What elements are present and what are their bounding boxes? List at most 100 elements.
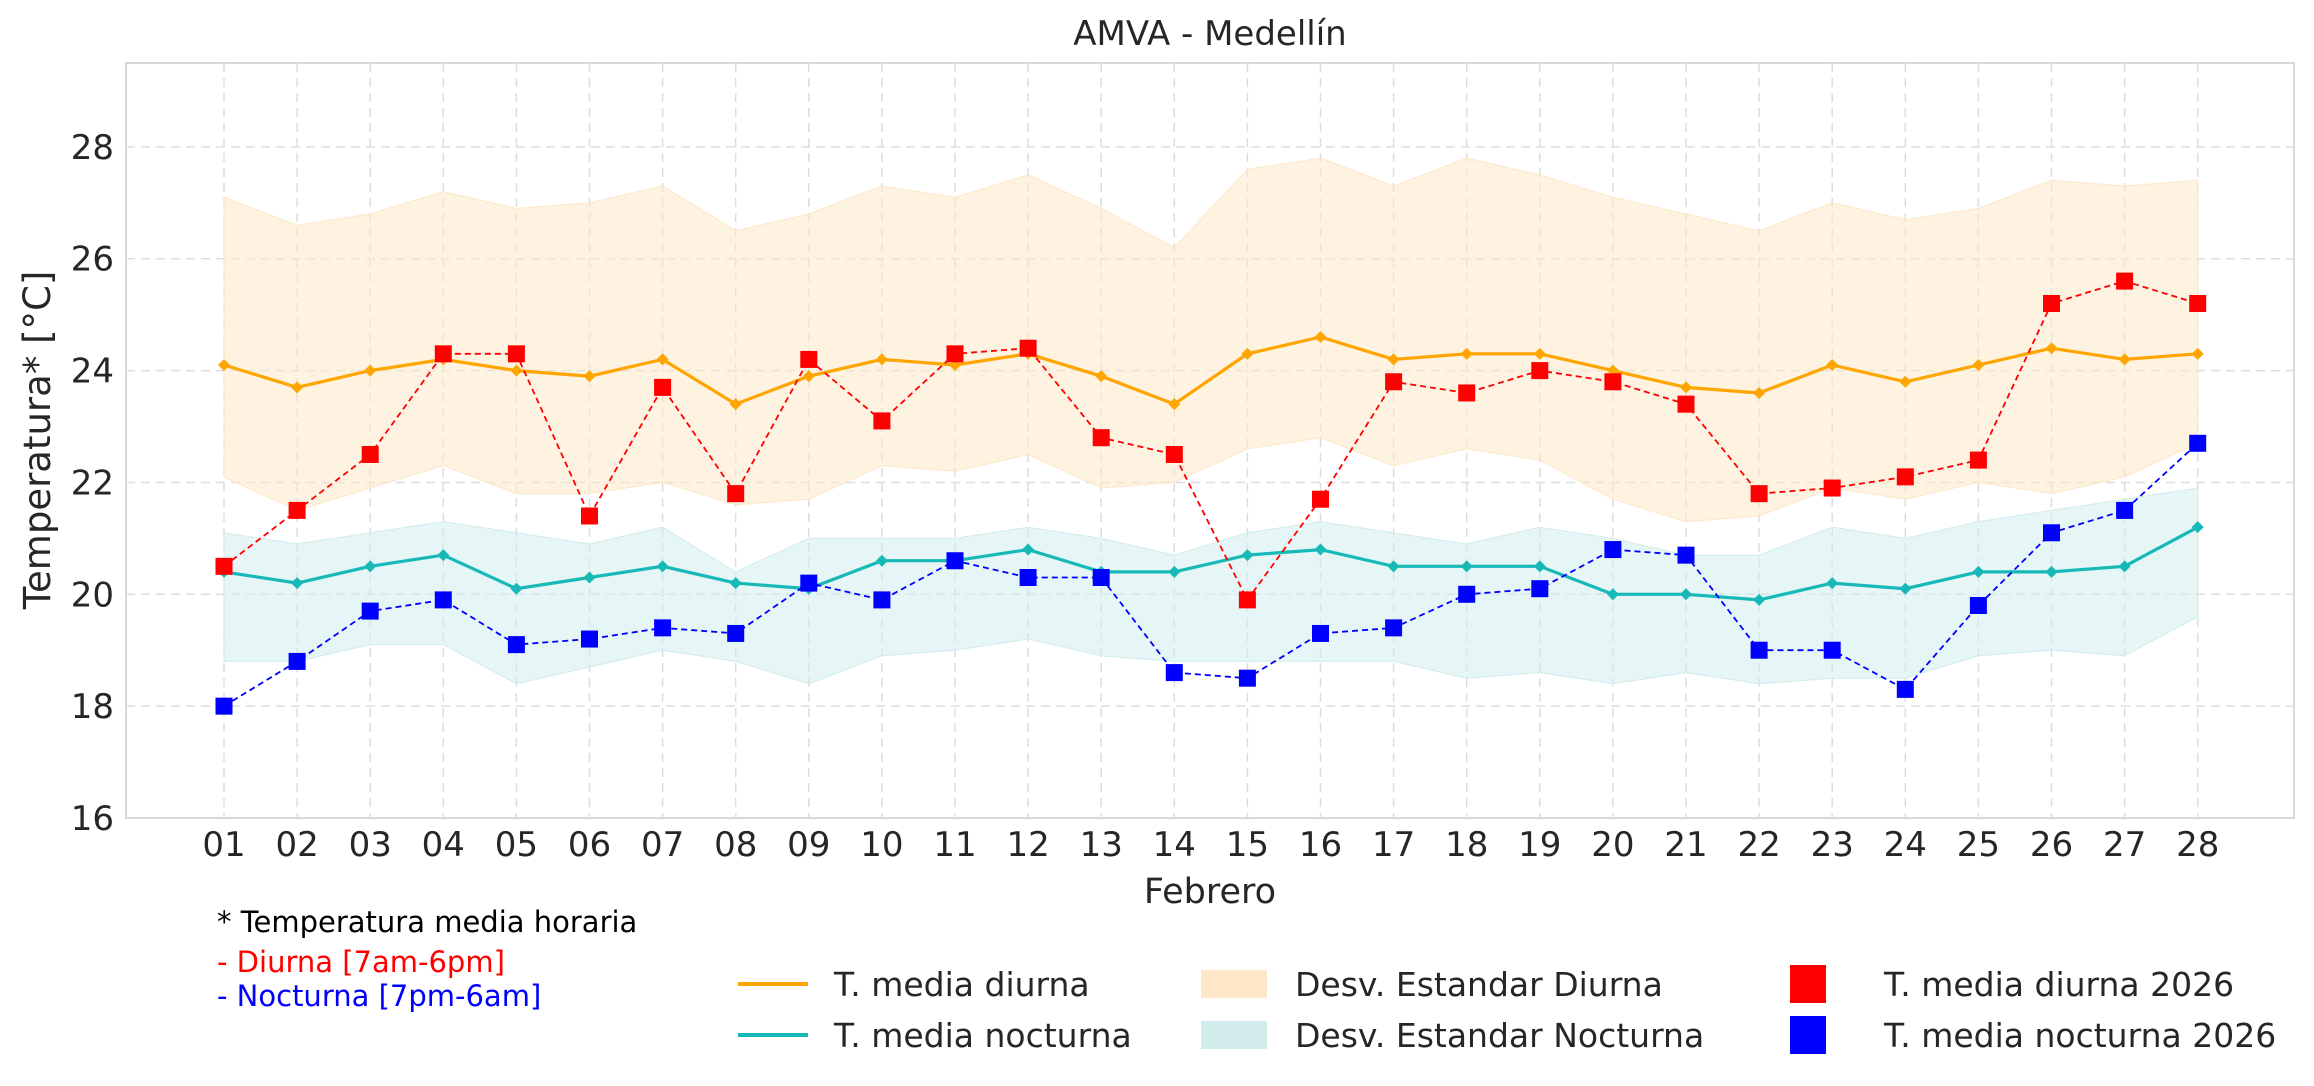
x-tick-label: 13	[1080, 825, 1123, 865]
point-t-media-nocturna-2026	[1165, 664, 1183, 682]
point-t-media-diurna	[729, 398, 742, 411]
point-t-media-nocturna	[291, 577, 304, 590]
point-t-media-diurna	[364, 364, 377, 377]
point-t-media-diurna	[1168, 398, 1181, 411]
point-t-media-nocturna	[1022, 543, 1035, 556]
point-t-media-nocturna	[2045, 565, 2058, 578]
x-tick-label: 12	[1006, 825, 1049, 865]
point-t-media-diurna	[1972, 359, 1985, 371]
legend-label-mean-day: T. media diurna	[834, 964, 1090, 1004]
point-t-media-diurna	[510, 364, 523, 377]
y-tick-label: 16	[71, 799, 114, 839]
x-tick-label: 23	[1811, 825, 1854, 865]
x-tick-label: 16	[1299, 825, 1342, 865]
point-t-media-nocturna-2026	[507, 636, 525, 654]
night-note: - Nocturna [7pm-6am]	[217, 979, 542, 1013]
point-t-media-nocturna	[1460, 560, 1473, 573]
x-tick-label: 17	[1372, 825, 1415, 865]
point-t-media-nocturna-2026	[1385, 619, 1403, 637]
point-t-media-diurna-2026	[1750, 485, 1768, 503]
y-tick-label: 26	[71, 240, 114, 280]
point-t-media-diurna-2026	[2116, 272, 2134, 290]
x-tick-label: 10	[860, 825, 903, 865]
point-t-media-diurna-2026	[215, 557, 233, 575]
chart-notes: * Temperatura media horaria - Diurna [7a…	[217, 905, 637, 1013]
x-tick-label: 07	[641, 825, 684, 865]
point-t-media-diurna	[1460, 347, 1473, 360]
legend-swatch-night-2026	[1790, 1016, 1826, 1054]
point-t-media-diurna-2026	[1823, 479, 1841, 497]
point-t-media-nocturna	[364, 560, 377, 573]
point-t-media-diurna	[1753, 386, 1766, 399]
point-t-media-diurna-2026	[2189, 294, 2207, 312]
x-tick-label: 26	[2030, 825, 2073, 865]
legend-label-day-2026: T. media diurna 2026	[1884, 964, 2235, 1004]
point-t-media-diurna-2026	[1531, 362, 1549, 380]
y-tick-label: 20	[71, 575, 114, 615]
point-t-media-nocturna	[1168, 565, 1181, 578]
x-tick-label: 08	[714, 825, 757, 865]
point-t-media-nocturna-2026	[434, 591, 452, 609]
point-t-media-nocturna-2026	[1969, 596, 1987, 614]
point-t-media-nocturna-2026	[1019, 569, 1037, 587]
point-t-media-nocturna-2026	[1531, 580, 1549, 598]
x-axis-label: Febrero	[1144, 872, 1276, 912]
point-t-media-nocturna	[1314, 543, 1327, 556]
point-t-media-diurna-2026	[1165, 445, 1183, 463]
legend-item-mean-night: T. media nocturna	[738, 1010, 1132, 1060]
legend-item-mean-day: T. media diurna	[738, 959, 1090, 1009]
point-t-media-nocturna	[1680, 588, 1692, 601]
series-line-t-media-diurna-2026	[223, 280, 2198, 602]
point-t-media-nocturna-2026	[727, 624, 745, 642]
point-t-media-diurna-2026	[2043, 294, 2060, 312]
point-t-media-diurna-2026	[434, 345, 452, 363]
point-t-media-diurna-2026	[1604, 373, 1622, 391]
point-t-media-nocturna-2026	[1896, 680, 1914, 698]
point-t-media-nocturna	[510, 582, 523, 595]
y-tick-label: 18	[71, 687, 114, 727]
legend-swatch-mean-day	[738, 982, 808, 986]
point-t-media-diurna-2026	[1312, 490, 1329, 508]
x-tick-label: 11	[933, 825, 976, 865]
legend-item-day-2026: T. media diurna 2026	[1778, 959, 2234, 1009]
point-t-media-nocturna-2026	[1238, 669, 1256, 687]
footnote: * Temperatura media horaria	[217, 905, 638, 939]
y-tick-label: 22	[71, 463, 114, 503]
point-t-media-diurna-2026	[361, 445, 379, 463]
point-t-media-diurna	[1533, 347, 1546, 360]
point-t-media-nocturna	[1899, 582, 1912, 595]
point-t-media-diurna-2026	[800, 350, 818, 368]
point-t-media-diurna-2026	[1677, 395, 1695, 413]
legend-label-std-night: Desv. Estandar Nocturna	[1295, 1015, 1705, 1055]
point-t-media-diurna-2026	[1458, 384, 1476, 402]
point-t-media-diurna	[1387, 353, 1400, 366]
x-tick-label: 20	[1591, 825, 1634, 865]
point-t-media-nocturna-2026	[1458, 585, 1476, 603]
legend-swatch-std-day	[1201, 970, 1267, 998]
y-tick-label: 24	[71, 352, 114, 392]
legend-item-std-day: Desv. Estandar Diurna	[1201, 959, 1663, 1009]
legend-swatch-mean-night	[738, 1033, 808, 1037]
point-t-media-nocturna	[2118, 560, 2131, 573]
point-t-media-nocturna-2026	[2116, 501, 2134, 519]
point-t-media-diurna-2026	[1385, 373, 1403, 391]
day-note: - Diurna [7am-6pm]	[217, 945, 505, 979]
series-line-t-media-nocturna-2026	[223, 442, 2199, 707]
x-tick-label: 02	[275, 825, 318, 865]
point-t-media-nocturna-2026	[215, 697, 233, 715]
point-t-media-nocturna	[875, 554, 888, 567]
point-t-media-nocturna-2026	[1092, 569, 1110, 587]
point-t-media-diurna	[2191, 347, 2204, 360]
point-t-media-diurna	[2118, 353, 2131, 366]
legend-item-night-2026: T. media nocturna 2026	[1778, 1010, 2276, 1060]
point-t-media-diurna	[1095, 370, 1108, 383]
point-t-media-nocturna-2026	[288, 652, 306, 670]
point-t-media-nocturna	[1972, 565, 1985, 578]
point-t-media-nocturna-2026	[1823, 641, 1841, 659]
point-t-media-diurna-2026	[288, 501, 306, 519]
point-t-media-diurna-2026	[581, 507, 598, 525]
x-tick-label: 22	[1737, 825, 1780, 865]
point-t-media-diurna	[802, 370, 815, 383]
